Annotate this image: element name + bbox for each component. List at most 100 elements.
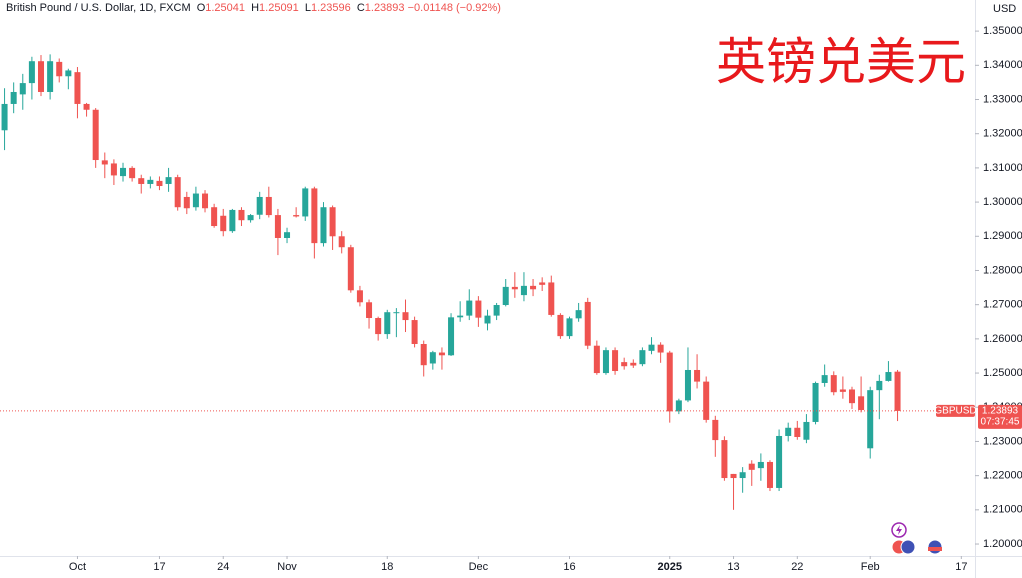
- candle-body: [794, 427, 801, 438]
- candle-body: [56, 61, 63, 77]
- candle: [192, 186, 199, 211]
- candle: [10, 82, 17, 114]
- candle-body: [493, 305, 500, 316]
- candle: [37, 55, 45, 97]
- ohlc-key: C: [356, 2, 365, 14]
- candle-body: [101, 160, 108, 165]
- candle-body: [129, 167, 136, 179]
- candle: [648, 337, 655, 355]
- candle: [110, 159, 117, 185]
- candle: [83, 102, 90, 117]
- candle-body: [548, 282, 555, 315]
- candle: [484, 309, 491, 331]
- candle-body: [675, 400, 682, 412]
- candle-body: [183, 196, 190, 209]
- candle: [320, 202, 327, 247]
- candle-body: [411, 320, 418, 344]
- event-icon-glyph: [896, 525, 902, 535]
- candle-body: [220, 215, 227, 232]
- candle: [457, 301, 464, 322]
- candle-body: [202, 193, 209, 209]
- candle-body: [539, 282, 546, 285]
- candle: [92, 108, 99, 168]
- y-tick-label: 1.31000: [983, 162, 1022, 174]
- candle-body: [867, 390, 874, 449]
- candle: [703, 376, 710, 423]
- candle: [265, 186, 272, 218]
- ohlc-key: O: [196, 2, 206, 14]
- candle: [284, 227, 291, 244]
- candle-body: [338, 236, 345, 248]
- candle-body: [876, 380, 883, 391]
- candle-body: [766, 461, 773, 488]
- x-tick-label: 2025: [658, 561, 682, 573]
- candle-body: [466, 300, 473, 316]
- event-flag[interactable]: [900, 539, 916, 555]
- y-tick-label: 1.32000: [983, 128, 1022, 140]
- candle-body: [484, 315, 491, 324]
- y-tick-label: 1.25000: [983, 367, 1022, 379]
- candle: [848, 386, 855, 409]
- candle: [19, 73, 26, 110]
- x-tick-label: Dec: [469, 561, 489, 573]
- candle-body: [630, 362, 637, 366]
- y-tick-label: 1.23000: [983, 435, 1022, 447]
- candle-body: [657, 344, 664, 353]
- candle-body: [621, 362, 628, 367]
- candle: [858, 376, 865, 413]
- candle-body: [812, 382, 819, 422]
- candle-body: [74, 72, 81, 104]
- candle: [867, 386, 874, 459]
- candle-body: [858, 396, 865, 410]
- candle: [593, 340, 600, 375]
- candle-body: [703, 381, 710, 420]
- candle: [411, 316, 418, 348]
- candle: [1, 88, 8, 151]
- candle: [329, 205, 336, 250]
- candle-body: [347, 247, 354, 291]
- candle: [220, 208, 227, 237]
- candle-body: [712, 419, 719, 441]
- candle: [675, 398, 682, 415]
- candle-body: [329, 207, 336, 237]
- candle: [202, 190, 209, 213]
- candle-body: [384, 312, 391, 335]
- candle-body: [666, 352, 673, 412]
- candle: [520, 272, 527, 302]
- candle: [475, 296, 482, 327]
- candle: [466, 289, 473, 321]
- candle-body: [821, 375, 828, 383]
- x-tick-label: Nov: [277, 561, 297, 573]
- candle-body: [320, 207, 327, 244]
- y-tick-label: 1.22000: [983, 470, 1022, 482]
- candle-body: [247, 215, 254, 221]
- x-tick-label: 17: [153, 561, 165, 573]
- candle: [821, 364, 828, 387]
- candle-body: [265, 196, 272, 216]
- ohlc-key: H: [251, 2, 260, 14]
- candle: [539, 277, 546, 291]
- candle: [511, 272, 518, 298]
- candle: [302, 186, 309, 221]
- candle-body: [147, 179, 154, 184]
- ohlc-value: 1.25091: [259, 2, 299, 14]
- candle: [384, 309, 391, 339]
- candle-body: [229, 209, 236, 232]
- ohlc-value: 1.23893: [364, 2, 405, 14]
- candle-body: [803, 421, 810, 440]
- candle: [794, 420, 801, 440]
- candle: [274, 208, 281, 256]
- candle: [630, 359, 637, 368]
- candle: [366, 299, 373, 329]
- candle-body: [612, 350, 619, 372]
- candle-body: [839, 389, 846, 392]
- ohlc-value: 1.23596: [310, 2, 351, 14]
- candle-body: [10, 91, 17, 104]
- candle-body: [885, 372, 892, 381]
- candle-body: [165, 177, 172, 184]
- candle: [602, 347, 609, 375]
- candle: [311, 186, 318, 259]
- candle: [657, 342, 664, 363]
- candle-body: [739, 472, 746, 479]
